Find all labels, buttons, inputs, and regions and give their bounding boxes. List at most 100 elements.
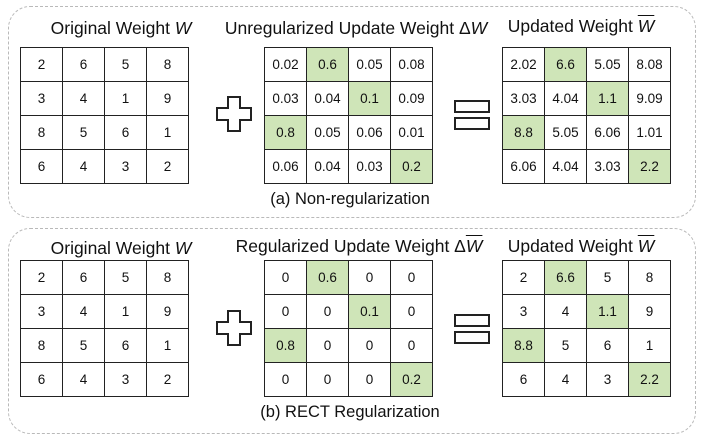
matrix-cell: 0.1 — [348, 294, 391, 329]
matrix-cell: 0 — [390, 294, 433, 329]
matrix-cell: 6 — [502, 362, 545, 397]
matrix-cell: 4 — [544, 362, 587, 397]
matrix-row: 2 6.6 5 8 — [502, 260, 671, 295]
matrix-cell: 8.08 — [628, 47, 671, 82]
matrix-cell: 6.6 — [544, 260, 587, 295]
matrix-cell: 4 — [544, 294, 587, 329]
updated-weight-title-a: Updated Weight W — [506, 16, 656, 37]
matrix-cell: 4.04 — [544, 81, 587, 116]
matrix-cell: 0.04 — [306, 81, 349, 116]
plus-icon — [216, 310, 252, 346]
matrix-cell: 0.8 — [264, 115, 307, 150]
matrix-cell: 4.04 — [544, 149, 587, 184]
caption-a: (a) Non-regularization — [270, 190, 430, 208]
title-symbol: W — [174, 238, 192, 258]
matrix-row: 3 4 1.1 9 — [502, 294, 671, 329]
update-weight-title-a: Unregularized Update Weight ΔW — [208, 18, 504, 39]
matrix-row: 6 4 3 2.2 — [502, 362, 671, 397]
matrix-cell: 1 — [146, 115, 189, 150]
matrix-row: 8.8 5 6 1 — [502, 328, 671, 363]
matrix-cell: 0.05 — [306, 115, 349, 150]
matrix-cell: 6.6 — [544, 47, 587, 82]
title-symbol: W — [637, 236, 655, 256]
matrix-row: 0 0.6 0 0 — [264, 260, 433, 295]
matrix-cell: 2 — [146, 362, 189, 397]
matrix-cell: 1 — [104, 294, 147, 329]
update-weight-matrix-a: 0.02 0.6 0.05 0.08 0.03 0.04 0.1 0.09 0.8 0.05 0.0… — [264, 47, 433, 184]
matrix-cell: 3 — [104, 362, 147, 397]
matrix-row: 0 0 0 0.2 — [264, 362, 433, 397]
matrix-cell: 8.8 — [502, 115, 545, 150]
title-text: Regularized Update Weight Δ — [235, 236, 466, 256]
matrix-cell: 6 — [20, 362, 63, 397]
updated-weight-title-b: Updated Weight W — [506, 236, 656, 257]
matrix-cell: 0 — [390, 328, 433, 363]
update-weight-title-b: Regularized Update Weight ΔW — [224, 236, 494, 257]
matrix-cell: 2.02 — [502, 47, 545, 82]
title-symbol: W — [470, 18, 488, 38]
matrix-cell: 0 — [264, 260, 307, 295]
matrix-cell: 0 — [264, 294, 307, 329]
panel-rect-regularization — [8, 228, 696, 434]
matrix-cell: 4 — [62, 362, 105, 397]
matrix-row: 0.03 0.04 0.1 0.09 — [264, 81, 433, 116]
title-symbol: W — [174, 18, 192, 38]
matrix-cell: 0 — [306, 328, 349, 363]
updated-weight-matrix-b: 2 6.6 5 8 3 4 1.1 9 8.8 5 6 1 6 4 3 2.2 — [502, 260, 671, 397]
matrix-cell: 6 — [62, 47, 105, 82]
matrix-cell: 0 — [306, 362, 349, 397]
panel-non-regularization — [8, 6, 696, 218]
matrix-cell: 6.06 — [586, 115, 629, 150]
matrix-cell: 2 — [146, 149, 189, 184]
matrix-cell: 4 — [62, 149, 105, 184]
matrix-cell: 5 — [62, 328, 105, 363]
matrix-cell: 0.6 — [306, 260, 349, 295]
matrix-cell: 1.01 — [628, 115, 671, 150]
matrix-cell: 3 — [104, 149, 147, 184]
matrix-cell: 1 — [628, 328, 671, 363]
matrix-cell: 0.1 — [348, 81, 391, 116]
matrix-cell: 2 — [502, 260, 545, 295]
matrix-cell: 1 — [104, 81, 147, 116]
title-text: Updated Weight — [507, 236, 633, 256]
matrix-cell: 0.03 — [348, 149, 391, 184]
matrix-row: 0.06 0.04 0.03 0.2 — [264, 149, 433, 184]
matrix-cell: 4 — [62, 81, 105, 116]
matrix-row: 0.02 0.6 0.05 0.08 — [264, 47, 433, 82]
matrix-row: 6.06 4.04 3.03 2.2 — [502, 149, 671, 184]
matrix-cell: 5 — [62, 115, 105, 150]
matrix-cell: 2 — [20, 260, 63, 295]
matrix-row: 2.02 6.6 5.05 8.08 — [502, 47, 671, 82]
matrix-cell: 0.01 — [390, 115, 433, 150]
matrix-cell: 0 — [348, 328, 391, 363]
matrix-cell: 0 — [390, 260, 433, 295]
matrix-cell: 6 — [104, 328, 147, 363]
title-text: Unregularized Update Weight Δ — [224, 18, 471, 38]
caption-b: (b) RECT Regularization — [260, 403, 440, 421]
matrix-cell: 0.2 — [390, 362, 433, 397]
original-weight-title-b: Original Weight W — [36, 238, 206, 259]
matrix-cell: 8 — [146, 47, 189, 82]
matrix-cell: 0.08 — [390, 47, 433, 82]
matrix-row: 3.03 4.04 1.1 9.09 — [502, 81, 671, 116]
title-symbol: W — [465, 236, 483, 256]
matrix-cell: 5.05 — [544, 115, 587, 150]
matrix-cell: 0.04 — [306, 149, 349, 184]
title-text: Original Weight — [50, 18, 170, 38]
matrix-cell: 3.03 — [502, 81, 545, 116]
matrix-cell: 3 — [20, 294, 63, 329]
matrix-cell: 8.8 — [502, 328, 545, 363]
matrix-cell: 1.1 — [586, 294, 629, 329]
matrix-cell: 0 — [306, 294, 349, 329]
matrix-cell: 2.2 — [628, 149, 671, 184]
title-text: Updated Weight — [507, 16, 633, 36]
matrix-cell: 6.06 — [502, 149, 545, 184]
matrix-cell: 8 — [628, 260, 671, 295]
matrix-cell: 3.03 — [586, 149, 629, 184]
matrix-row: 8.8 5.05 6.06 1.01 — [502, 115, 671, 150]
